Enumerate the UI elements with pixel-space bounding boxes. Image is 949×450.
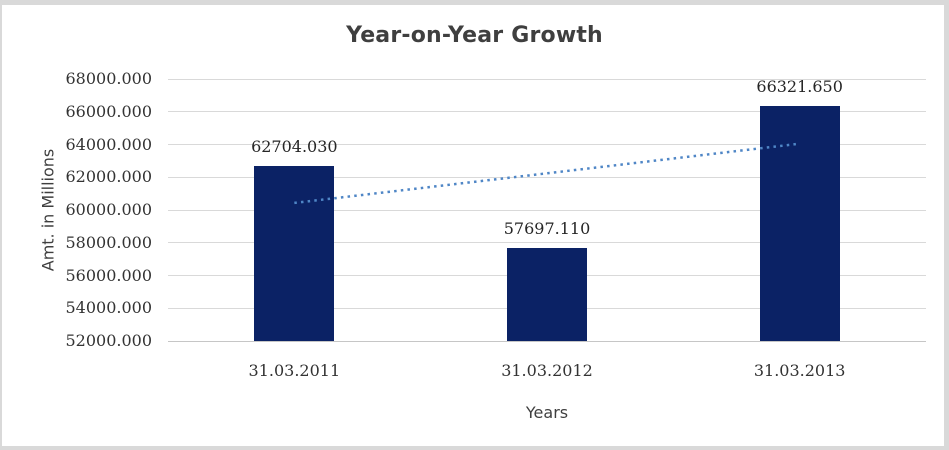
y-tick-label: 60000.000: [65, 200, 152, 219]
y-tick-label: 68000.000: [65, 69, 152, 88]
bar: [254, 165, 335, 341]
y-tick-label: 66000.000: [65, 101, 152, 121]
gridline: [168, 78, 926, 80]
y-tick-label: 58000.000: [65, 232, 152, 252]
y-tick-label: 56000.000: [65, 265, 152, 285]
gridline: [168, 111, 926, 113]
gridline: [168, 176, 926, 178]
x-tick-label: 31.03.2013: [753, 361, 846, 380]
gridline: [168, 144, 926, 145]
y-tick-label: 52000.000: [65, 331, 152, 350]
chart-title: Year-on-Year Growth: [346, 23, 603, 48]
bar-data-label: 57697.110: [503, 218, 591, 238]
y-tick-label: 62000.000: [65, 167, 152, 187]
x-axis-title: Years: [525, 403, 569, 422]
plot-area: [168, 78, 926, 342]
x-tick-label: 31.03.2011: [248, 361, 341, 380]
bar: [507, 247, 587, 341]
gridline: [168, 242, 926, 244]
bar-data-label: 62704.030: [251, 136, 338, 156]
x-tick-label: 31.03.2012: [501, 361, 593, 380]
bar-data-label: 66321.650: [756, 77, 843, 97]
bar: [759, 106, 840, 341]
trendline: [294, 142, 800, 205]
gridline: [168, 340, 926, 342]
y-tick-label: 64000.000: [65, 134, 152, 154]
y-tick-label: 54000.000: [65, 298, 152, 318]
gridline: [168, 209, 926, 211]
